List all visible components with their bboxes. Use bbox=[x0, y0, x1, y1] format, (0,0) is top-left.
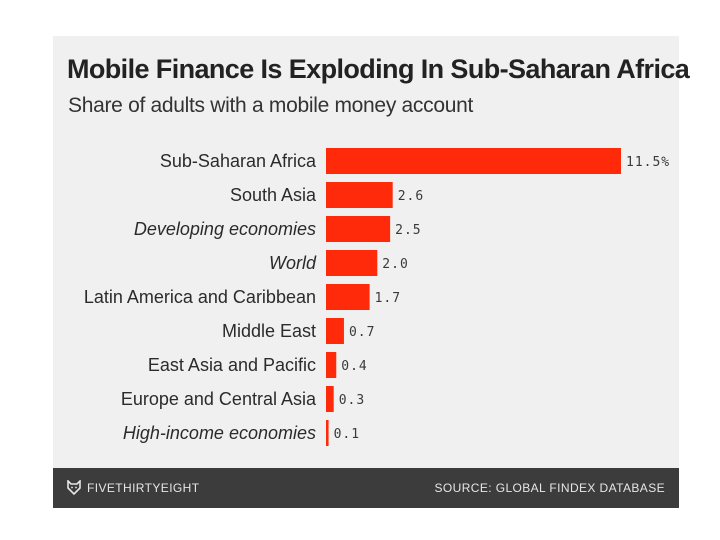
category-label: Developing economies bbox=[134, 219, 316, 239]
fox-icon bbox=[67, 480, 81, 495]
category-label: South Asia bbox=[230, 185, 317, 205]
bar-chart: Sub-Saharan Africa 11.5% South Asia 2.6 Deve… bbox=[84, 148, 670, 446]
category-label: Latin America and Caribbean bbox=[84, 287, 316, 307]
bar bbox=[326, 216, 391, 242]
value-label: 0.1 bbox=[334, 427, 360, 442]
source-credit: SOURCE: GLOBAL FINDEX DATABASE bbox=[434, 481, 665, 495]
brand-name: FIVETHIRTYEIGHT bbox=[87, 481, 200, 495]
bar bbox=[326, 420, 329, 446]
value-label: 1.7 bbox=[375, 291, 401, 306]
value-label: 0.4 bbox=[341, 359, 367, 374]
bar bbox=[326, 284, 370, 310]
bar bbox=[326, 148, 621, 174]
bar bbox=[326, 318, 344, 344]
category-label: Middle East bbox=[222, 321, 316, 341]
value-label: 2.5 bbox=[395, 223, 421, 238]
bar bbox=[326, 250, 378, 276]
category-label: High-income economies bbox=[123, 423, 316, 443]
chart-title: Mobile Finance Is Exploding In Sub-Sahar… bbox=[67, 54, 690, 84]
value-label: 0.3 bbox=[339, 393, 365, 408]
bar bbox=[326, 386, 334, 412]
category-label: World bbox=[269, 253, 317, 273]
chart-card: Mobile Finance Is Exploding In Sub-Sahar… bbox=[53, 36, 690, 508]
category-label: Sub-Saharan Africa bbox=[160, 151, 317, 171]
bar bbox=[326, 352, 337, 378]
footer-bar: FIVETHIRTYEIGHT SOURCE: GLOBAL FINDEX DA… bbox=[53, 468, 679, 508]
value-label: 2.6 bbox=[398, 189, 424, 204]
category-label: East Asia and Pacific bbox=[148, 355, 316, 375]
value-label: 2.0 bbox=[382, 257, 408, 272]
bar bbox=[326, 182, 393, 208]
category-label: Europe and Central Asia bbox=[121, 389, 317, 409]
value-label: 11.5% bbox=[626, 155, 670, 170]
value-label: 0.7 bbox=[349, 325, 375, 340]
chart-subtitle: Share of adults with a mobile money acco… bbox=[68, 94, 473, 117]
